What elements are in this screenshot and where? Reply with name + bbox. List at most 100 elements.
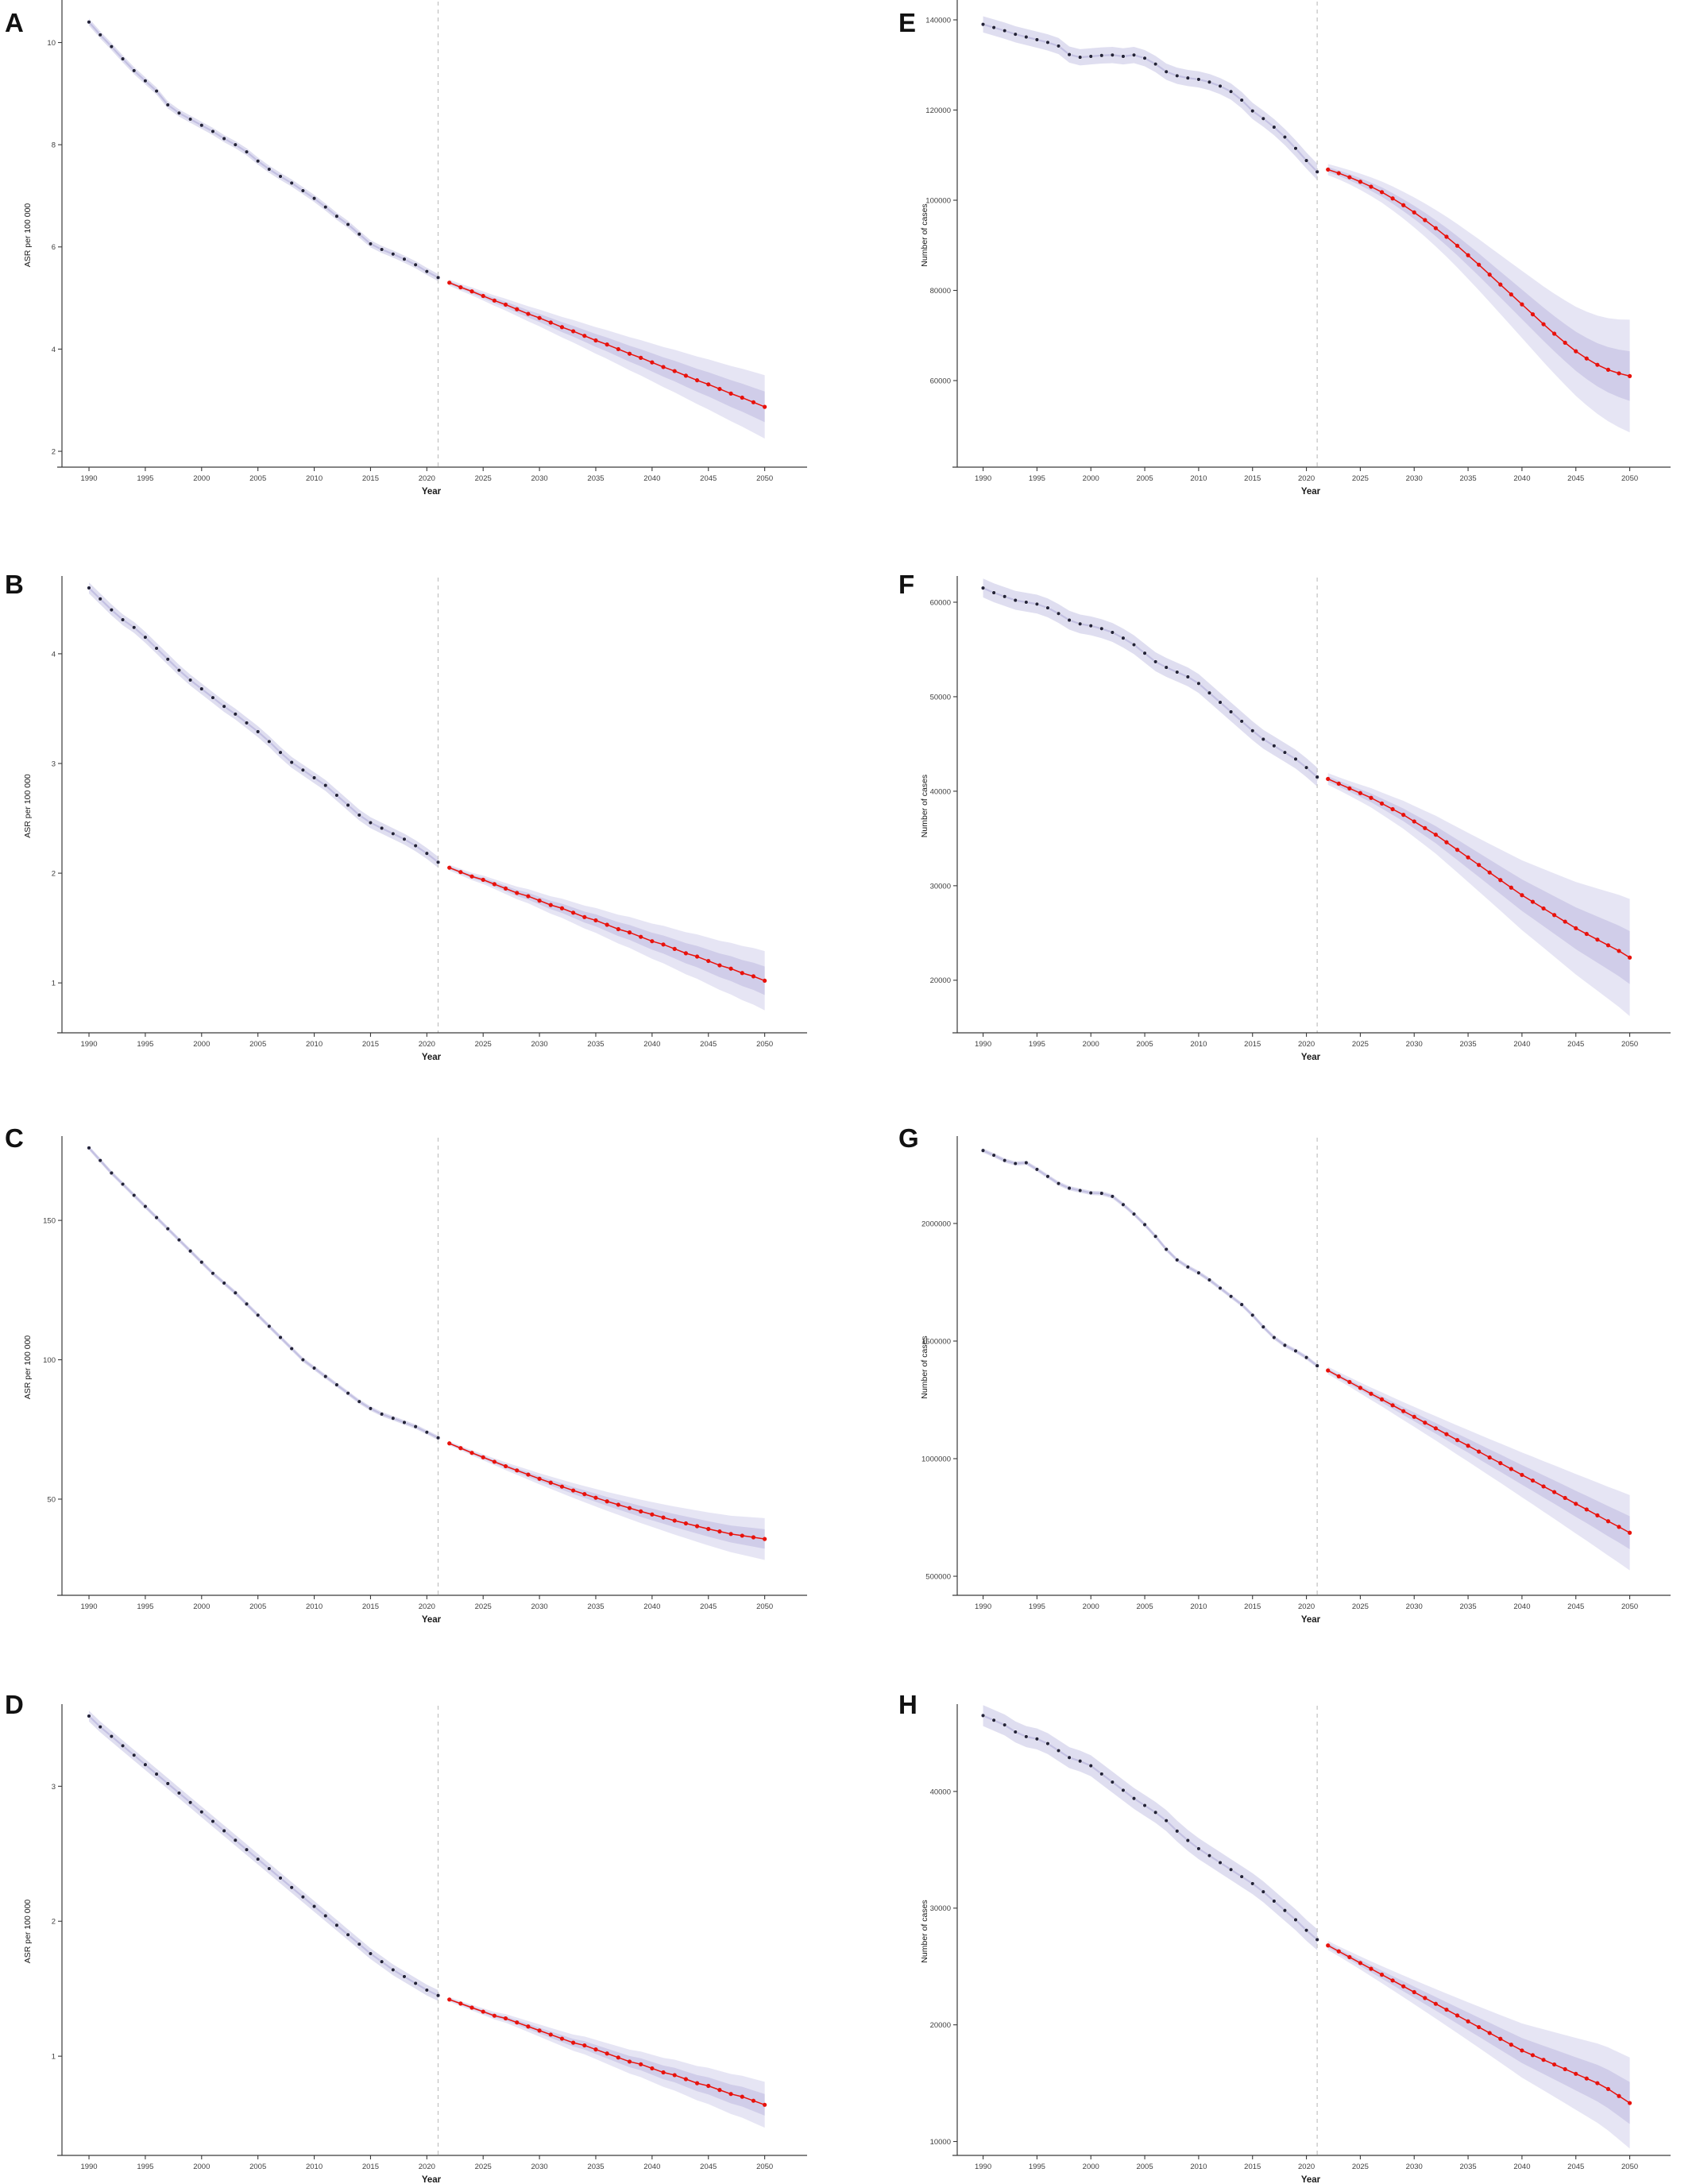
projected-series [1326, 1368, 1632, 1535]
chart-d-plot: 1 2 3 1990 1995 2000 2005 2010 2015 2020 2025 2030 2… [23, 1704, 807, 2183]
x-axis: 1990 1995 2000 2005 2010 2015 2020 2025 2030 2035… [80, 467, 773, 483]
x-tick-label: 2025 [475, 2163, 492, 2171]
x-tick-label: 2050 [756, 2163, 773, 2171]
x-tick-label: 2030 [531, 2163, 548, 2171]
y-tick-label: 10 [47, 39, 56, 48]
observed-confidence-band [983, 1148, 1318, 1368]
x-tick-label: 2035 [1460, 1040, 1477, 1049]
observed-series [980, 586, 1319, 779]
y-tick-label: 10000 [930, 2138, 951, 2147]
projected-inner-confidence-band [1327, 1943, 1630, 2124]
x-tick-label: 2045 [1567, 1040, 1584, 1049]
y-tick-label: 120000 [925, 106, 951, 115]
x-tick-label: 1990 [975, 2163, 991, 2171]
x-tick-label: 2015 [362, 2163, 379, 2171]
x-tick-label: 2025 [1352, 1040, 1369, 1049]
panel-label-f: F [898, 570, 915, 599]
x-tick-label: 2035 [587, 474, 604, 483]
y-tick-label: 1 [52, 980, 56, 988]
x-axis: 1990 1995 2000 2005 2010 2015 2020 2025 2030 2035… [975, 1033, 1638, 1049]
x-axis-title: Year [422, 487, 442, 497]
projected-inner-confidence-band [449, 280, 765, 423]
x-tick-label: 2030 [531, 1040, 548, 1049]
x-tick-label: 2040 [1513, 474, 1530, 483]
y-axis: 2 4 6 8 10 [47, 39, 62, 456]
x-tick-label: 1995 [1029, 1040, 1045, 1049]
y-tick-label: 1500000 [921, 1337, 951, 1346]
panel-f: F 20000 30000 40000 50000 60000 1990 1995 2000 2… [848, 546, 1696, 1092]
chart-a-plot: 2 4 6 8 10 1990 1995 2000 2005 2010 2015 2020 2025 20… [23, 0, 807, 497]
x-tick-label: 1995 [137, 474, 153, 483]
projected-series [1326, 167, 1632, 378]
x-tick-label: 2050 [1621, 1602, 1638, 1611]
axes: 20000 30000 40000 50000 60000 1990 1995 2000 200… [930, 576, 1671, 1049]
y-tick-label: 20000 [930, 976, 951, 985]
x-tick-label: 2000 [193, 1040, 210, 1049]
x-tick-label: 2030 [1406, 1602, 1423, 1611]
x-tick-label: 2030 [531, 474, 548, 483]
x-tick-label: 2040 [643, 1040, 660, 1049]
observed-series [87, 586, 441, 865]
x-tick-label: 1995 [1029, 474, 1045, 483]
x-tick-label: 2005 [249, 2163, 266, 2171]
x-tick-label: 2000 [1083, 1040, 1099, 1049]
y-axis-title: Number of cases [920, 1336, 929, 1398]
observed-confidence-band [983, 1705, 1318, 1950]
y-tick-label: 2 [52, 1918, 56, 1927]
x-tick-label: 2010 [1190, 474, 1207, 483]
panel-label-h: H [898, 1690, 918, 1719]
y-tick-label: 100 [43, 1356, 56, 1365]
panel-g: G 500000 1000000 1500000 2000000 1990 1995 200… [848, 1092, 1696, 1637]
x-tick-label: 2015 [1244, 1040, 1261, 1049]
x-tick-label: 2025 [1352, 474, 1369, 483]
y-axis: 1 2 3 4 [52, 650, 62, 988]
projected-outer-confidence-band [1327, 1941, 1630, 2149]
observed-confidence-band [89, 18, 438, 281]
x-tick-label: 2025 [1352, 2163, 1369, 2171]
x-tick-label: 2015 [1244, 1602, 1261, 1611]
x-tick-label: 1995 [137, 1040, 153, 1049]
x-tick-label: 2020 [419, 1040, 435, 1049]
x-tick-label: 2000 [193, 2163, 210, 2171]
x-tick-label: 1995 [137, 1602, 153, 1611]
x-tick-label: 2005 [1136, 1602, 1153, 1611]
x-tick-label: 2045 [1567, 2163, 1584, 2171]
y-tick-label: 60000 [930, 598, 951, 607]
x-axis-title: Year [1301, 1615, 1321, 1625]
panel-h: H 10000 20000 30000 40000 1990 1995 2000 2005 20… [848, 1637, 1696, 2183]
x-tick-label: 2020 [419, 1602, 435, 1611]
x-tick-label: 2005 [249, 1040, 266, 1049]
x-tick-label: 2035 [587, 1602, 604, 1611]
x-tick-label: 1990 [975, 1602, 991, 1611]
x-tick-label: 2050 [756, 474, 773, 483]
y-tick-label: 40000 [930, 1788, 951, 1796]
projected-outer-confidence-band [1327, 1366, 1630, 1571]
y-axis: 500000 1000000 1500000 2000000 [921, 1220, 957, 1581]
x-tick-label: 2000 [193, 474, 210, 483]
observed-series [980, 1148, 1319, 1368]
x-tick-label: 2010 [1190, 2163, 1207, 2171]
x-tick-label: 2010 [306, 1040, 323, 1049]
x-tick-label: 2010 [306, 1602, 323, 1611]
x-tick-label: 2030 [1406, 1040, 1423, 1049]
y-axis-title: Number of cases [920, 203, 929, 266]
projected-outer-confidence-band [1327, 773, 1630, 1017]
chart-e-plot: 60000 80000 100000 120000 140000 1990 1995 2000… [920, 0, 1671, 497]
x-tick-label: 2050 [1621, 474, 1638, 483]
x-tick-label: 2015 [362, 474, 379, 483]
x-tick-label: 2040 [1513, 1602, 1530, 1611]
x-tick-label: 2035 [587, 1040, 604, 1049]
y-tick-label: 150 [43, 1216, 56, 1225]
x-tick-label: 2005 [249, 474, 266, 483]
x-tick-label: 2005 [1136, 2163, 1153, 2171]
axes: 10000 20000 30000 40000 1990 1995 2000 2005 2010… [930, 1704, 1671, 2171]
x-tick-label: 2010 [1190, 1602, 1207, 1611]
x-tick-label: 2010 [306, 474, 323, 483]
x-tick-label: 2015 [362, 1602, 379, 1611]
axes: 2 4 6 8 10 1990 1995 2000 2005 2010 2015 2020 2025 20… [47, 0, 807, 483]
y-axis-title: Number of cases [920, 1900, 929, 1962]
projected-series [1326, 1943, 1632, 2105]
y-axis: 1 2 3 [52, 1783, 62, 2062]
panel-label-a: A [5, 8, 24, 37]
